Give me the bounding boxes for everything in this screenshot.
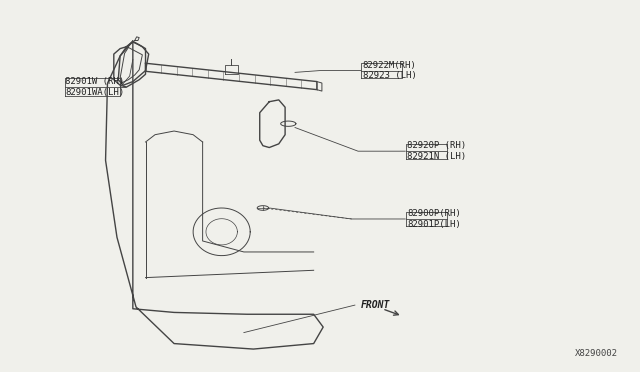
Text: FRONT: FRONT — [361, 300, 390, 310]
Text: 82901W (RH)
82901WA(LH): 82901W (RH) 82901WA(LH) — [65, 77, 124, 97]
Text: 82920P (RH)
82921N (LH): 82920P (RH) 82921N (LH) — [407, 141, 466, 161]
Text: 82900P(RH)
82901P(LH): 82900P(RH) 82901P(LH) — [407, 209, 461, 229]
Text: 82922M(RH)
82923 (LH): 82922M(RH) 82923 (LH) — [362, 61, 416, 80]
Text: X8290002: X8290002 — [575, 349, 618, 358]
